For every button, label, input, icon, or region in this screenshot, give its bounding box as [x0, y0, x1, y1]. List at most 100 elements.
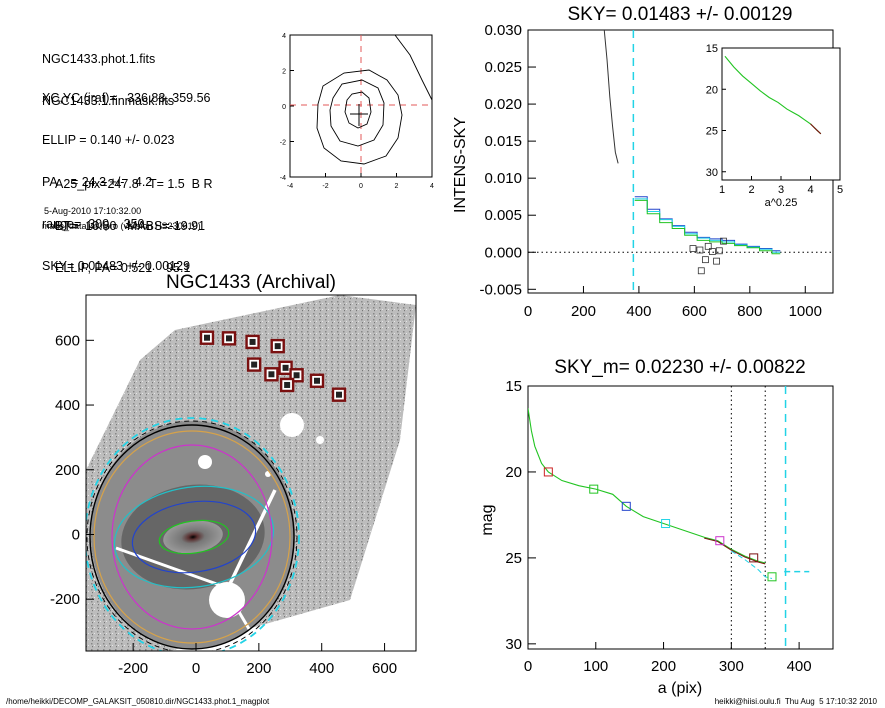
header-line: NGC1433.phot.1.fits	[42, 52, 156, 66]
sky-plot: SKY= 0.01483 +/- 0.00129 INTENS-SKY 0 200…	[452, 4, 843, 320]
contour-ytick-label: 4	[282, 33, 286, 40]
contour-ytick-label: 2	[282, 69, 286, 76]
header-date: 5-Aug-2010 17:10:32.00	[44, 206, 142, 216]
mag-xtick-label: 0	[524, 658, 532, 675]
masked-region-core	[314, 377, 320, 384]
image-ytick-label: 0	[72, 526, 80, 543]
header-line: ELLIP, PA= 0.521 95.1	[55, 261, 191, 275]
header-galaxy: A25_pix=247.8 T= 1.5 B R BT= 10.80 MABS=…	[55, 149, 213, 289]
inset-profile-tail	[810, 123, 822, 135]
inset-ytick-label: 30	[706, 167, 718, 179]
isophote-cyan	[113, 485, 275, 589]
image-ytick-label: 600	[55, 332, 80, 349]
contour-ytick-label: 0	[282, 104, 286, 111]
image-xtick-label: 0	[192, 660, 200, 677]
mask-stripe	[115, 546, 229, 590]
mag-xtick-label: 400	[787, 658, 812, 675]
inset-xtick-label: 2	[748, 184, 754, 196]
isophote-black	[89, 424, 295, 650]
mask-blob	[280, 413, 304, 437]
inset-plot: 1 2 3 4 5 15 20 25 30 a^0.25	[706, 43, 843, 209]
mag-xtick-label: 200	[651, 658, 676, 675]
center-contour-middle	[329, 79, 385, 147]
mag-point-square	[749, 553, 759, 563]
sky-ytick-label: 0.025	[484, 59, 522, 76]
header-line: range= 300.- 350.	[42, 217, 148, 231]
image-ytick-label: -200	[50, 591, 80, 608]
sky-point-square	[697, 267, 705, 275]
footer-path: /home/heikki/DECOMP_GALAKSIT_050810.dir/…	[6, 697, 270, 706]
sky-xtick-label: 800	[737, 303, 762, 320]
masked-region-core	[336, 391, 342, 398]
inset-xtick-label: 1	[719, 184, 725, 196]
isophote-magenta	[111, 444, 273, 630]
sky-xtick-label: 0	[524, 303, 532, 320]
image-frame	[85, 294, 417, 652]
header-files: NGC1433.phot.1.fits NGC1433.1.finmask.fi…	[42, 24, 174, 122]
isophote-blue	[131, 500, 257, 574]
center-contour-plot: -4 -2 0 2 4 -4 -2 0 2 4	[280, 33, 434, 190]
mask-blob	[198, 455, 212, 469]
mag-plot: SKY_m= 0.02230 +/- 0.00822 mag a (pix) 0…	[479, 357, 834, 697]
sky-point-square	[689, 245, 697, 252]
header-program: make_datalist0.pro (version HS230610)	[42, 221, 201, 231]
masked-region-core	[249, 338, 256, 345]
sky-ylabel: INTENS-SKY	[452, 117, 469, 213]
center-contour-outer	[316, 69, 403, 165]
masked-region-core	[274, 343, 281, 350]
contour-xtick-label: -4	[287, 183, 293, 190]
footer-user: heikki@hiisi.oulu.fi Thu Aug 5 17:10:32 …	[714, 697, 877, 706]
sky-title: SKY= 0.01483 +/- 0.00129	[567, 4, 792, 25]
mask-blob	[316, 436, 324, 444]
masked-region-core	[293, 372, 300, 379]
isophote-green	[158, 519, 230, 555]
mag-xlabel: a (pix)	[658, 680, 702, 697]
sky-ytick-label: 0.010	[484, 170, 522, 187]
sky-ellipse-inner	[86, 420, 298, 651]
mag-profile-line	[528, 408, 766, 564]
sky-xtick-label: 200	[571, 303, 596, 320]
masked-region-core	[251, 361, 258, 368]
masked-region-core	[268, 371, 275, 378]
header-line: SKY= 0.01483 +/- 0.00129	[42, 259, 191, 273]
sky-ytick-label: 0.005	[484, 207, 522, 224]
masked-region-core	[226, 335, 232, 342]
sky-ytick-label: 0.020	[484, 96, 522, 113]
sky-point-square	[713, 257, 720, 265]
mag-ytick-label: 20	[505, 464, 522, 481]
inset-ytick-label: 15	[706, 43, 718, 55]
center-contour-inner	[344, 91, 372, 129]
sky-series-green	[634, 199, 781, 255]
sky-ytick-label: 0.030	[484, 22, 522, 39]
header-line: NGC1433.1.finmask.fits	[42, 94, 174, 108]
header-line: PA = 24.3 +/- 4.2	[42, 175, 153, 189]
header-line: BT= 10.80 MABS=-19.91	[55, 219, 206, 233]
header-params: XC,YC (iraf)= 336.83, 359.56 ELLIP = 0.1…	[42, 63, 211, 287]
sky-ytick-label: -0.005	[479, 281, 522, 298]
sky-ytick-label: 0.000	[484, 244, 522, 261]
mag-ytick-label: 25	[505, 550, 522, 567]
contour-xtick-label: -2	[322, 183, 328, 190]
image-ytick-label: 400	[55, 397, 80, 414]
mag-point-square	[543, 467, 553, 477]
masked-region-core	[282, 364, 289, 371]
isophote-tan	[93, 430, 291, 644]
mask-blob	[265, 471, 271, 477]
contour-xtick-label: 2	[395, 183, 399, 190]
sky-ytick-label: 0.015	[484, 133, 522, 150]
image-ytick-label: 200	[55, 462, 80, 479]
contour-ytick-label: -2	[280, 140, 286, 147]
mag-point-square	[621, 501, 631, 511]
sky-point-square	[704, 242, 712, 250]
contour-xtick-label: 0	[359, 183, 363, 190]
mag-point-square	[661, 519, 671, 529]
center-contour-edge	[394, 34, 433, 101]
sky-xtick-label: 600	[682, 303, 707, 320]
mag-ylabel: mag	[479, 504, 496, 535]
image-title: NGC1433 (Archival)	[166, 272, 336, 293]
header-line: ELLIP = 0.140 +/- 0.023	[42, 133, 175, 147]
image-xtick-label: 200	[246, 660, 271, 677]
sky-point-square	[702, 256, 709, 264]
contour-ytick-label: -4	[280, 175, 286, 182]
inset-xlabel: a^0.25	[765, 197, 798, 209]
